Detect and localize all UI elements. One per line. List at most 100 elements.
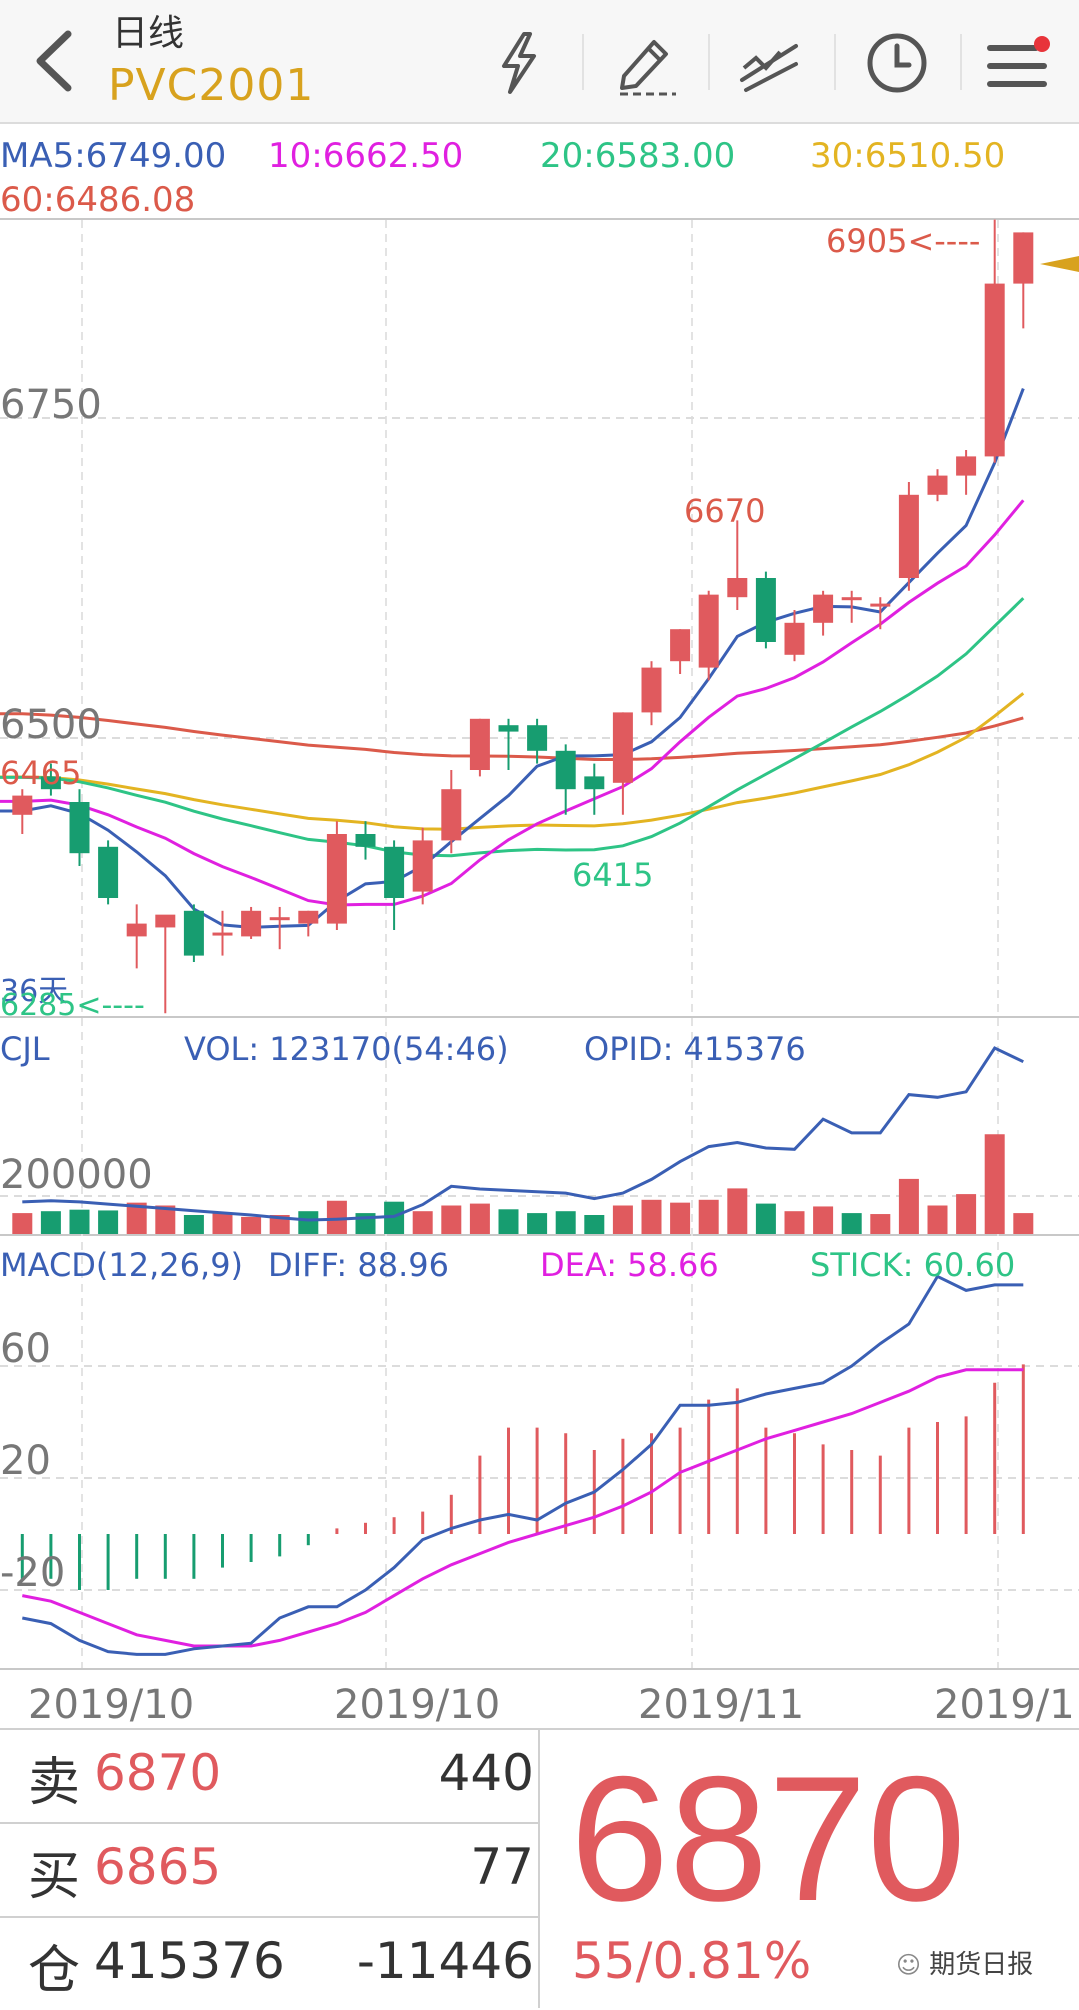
candle-body <box>898 494 919 578</box>
watermark: ☺ 期货日报 <box>896 1944 1033 1981</box>
candle <box>441 770 462 854</box>
candle <box>527 718 548 764</box>
candle <box>813 590 834 636</box>
candle <box>612 712 633 815</box>
candle <box>355 821 376 860</box>
kline-chart[interactable] <box>0 0 1079 1728</box>
candle-body <box>384 846 405 898</box>
open-interest-value: OPID: 415376 <box>584 1030 806 1068</box>
candle <box>326 821 347 930</box>
candle-body <box>498 725 519 732</box>
candle <box>12 789 33 834</box>
volume-panel-title: CJL <box>0 1030 50 1068</box>
candle-body <box>841 597 862 601</box>
volume-bar <box>870 1214 891 1234</box>
volume-bar <box>698 1199 719 1234</box>
buy-label: 买 <box>28 1847 81 1907</box>
volume-bar <box>727 1188 748 1234</box>
back-button[interactable] <box>28 26 84 96</box>
macd-dea-value: DEA: 58.66 <box>540 1246 719 1284</box>
candle-body <box>927 475 948 495</box>
candle-body <box>355 834 376 847</box>
candle <box>727 520 748 610</box>
line-tool-button[interactable] <box>734 28 804 98</box>
ma60-line <box>0 712 1024 761</box>
candle-body <box>69 802 90 854</box>
volume-bar <box>40 1211 61 1234</box>
volume-bar <box>155 1205 176 1234</box>
draw-pen-button[interactable] <box>610 28 680 98</box>
macd-dea-line <box>22 1368 1024 1648</box>
macd-stick-value: STICK: 60.60 <box>810 1246 1016 1284</box>
volume-bar <box>527 1213 548 1234</box>
macd-panel-title: MACD(12,26,9) <box>0 1246 244 1284</box>
header: 日线 PVC2001 <box>0 0 1079 124</box>
trough-price-annotation: 6415 <box>572 856 654 894</box>
macd-diff-line <box>22 1274 1024 1656</box>
open-interest-total: 415376 <box>94 1932 285 1990</box>
candle-body <box>784 622 805 655</box>
candle <box>698 590 719 681</box>
volume-bar <box>469 1203 490 1234</box>
volume-bar <box>898 1178 919 1234</box>
candle-body <box>241 910 262 937</box>
clock-button[interactable] <box>862 28 932 98</box>
volume-value: VOL: 123170(54:46) <box>184 1030 509 1068</box>
sell-row[interactable]: 卖 6870 440 <box>0 1730 538 1824</box>
volume-axis-label: 200000 <box>0 1152 153 1198</box>
ma60-value-annotation: 6465 <box>0 754 82 792</box>
volume-bar <box>69 1209 90 1234</box>
candle-body <box>670 629 691 662</box>
open-interest-label: 仓 <box>28 1941 81 2001</box>
candlestick-series <box>12 219 1034 1014</box>
buy-row[interactable]: 买 6865 77 <box>0 1824 538 1918</box>
lightning-icon <box>502 32 536 94</box>
volume-bar <box>12 1213 33 1234</box>
volume-bar <box>326 1200 347 1234</box>
menu-button[interactable] <box>984 28 1054 98</box>
volume-bar <box>927 1205 948 1234</box>
candle <box>183 904 204 962</box>
candle-body <box>527 725 548 751</box>
volume-bar <box>98 1210 119 1234</box>
volume-bar <box>612 1205 633 1234</box>
volume-bar <box>269 1215 290 1234</box>
buy-price: 6865 <box>94 1838 222 1896</box>
candle <box>40 763 61 796</box>
volume-bar <box>298 1211 319 1234</box>
price-axis-label: 6500 <box>0 702 102 748</box>
candle-body <box>698 594 719 668</box>
sell-quantity: 440 <box>438 1744 534 1802</box>
ma5-line <box>0 388 1025 929</box>
menu-icon <box>987 36 1050 87</box>
back-icon <box>36 30 72 92</box>
open-interest-change: -11446 <box>356 1932 534 1990</box>
macd-diff-value: DIFF: 88.96 <box>268 1246 449 1284</box>
candle-body <box>40 776 61 790</box>
candle-body <box>956 456 977 476</box>
candle <box>956 450 977 495</box>
symbol-title[interactable]: PVC2001 <box>108 60 315 111</box>
volume-bar <box>956 1194 977 1234</box>
candle-body <box>269 917 290 921</box>
candle <box>469 718 490 777</box>
open-interest-line <box>22 1046 1024 1222</box>
macd-axis-label: 20 <box>0 1438 51 1484</box>
volume-bar <box>212 1213 233 1234</box>
volume-bar <box>784 1211 805 1234</box>
lightning-button[interactable] <box>484 28 554 98</box>
candle-body <box>984 283 1005 457</box>
candle-body <box>212 932 233 936</box>
ma10-line <box>0 499 1025 907</box>
candle-body <box>98 846 119 898</box>
candle <box>498 718 519 770</box>
candle <box>670 629 691 674</box>
high-price-annotation: 6905<---- <box>826 222 981 260</box>
toolbar-divider <box>960 34 962 90</box>
sell-label: 卖 <box>28 1753 81 1813</box>
volume-bar <box>412 1211 433 1234</box>
watermark-text: 期货日报 <box>929 1950 1034 1980</box>
candle-body <box>183 910 204 956</box>
candle <box>412 827 433 905</box>
volume-bar <box>441 1205 462 1234</box>
